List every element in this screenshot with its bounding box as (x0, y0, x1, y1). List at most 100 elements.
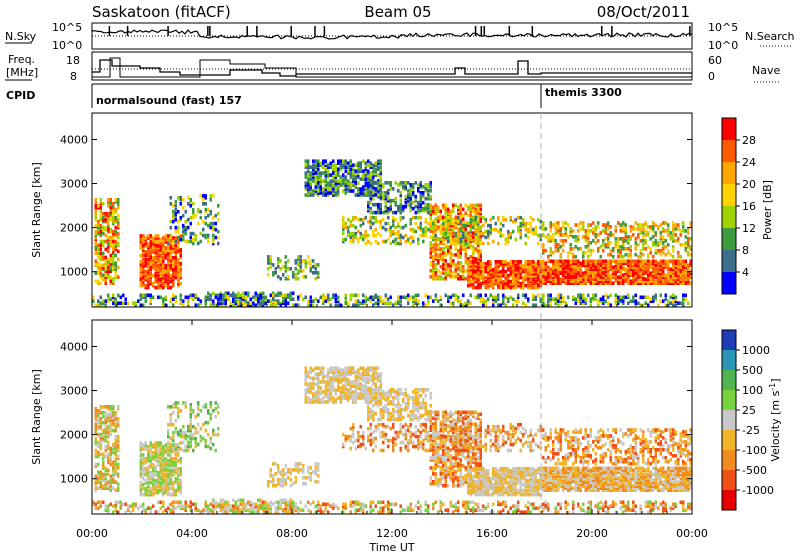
echo-cell (155, 479, 158, 483)
echo-cell (95, 246, 98, 250)
echo-cell (592, 249, 595, 253)
echo-cell (480, 204, 483, 208)
echo-cell (170, 469, 173, 473)
echo-cell (155, 264, 158, 268)
echo-cell (190, 441, 193, 445)
echo-cell (405, 181, 408, 185)
echo-cell (565, 281, 568, 285)
echo-cell (455, 297, 458, 301)
echo-cell (612, 233, 615, 237)
echo-cell (380, 181, 383, 185)
echo-cell (370, 207, 373, 211)
echo-cell (455, 215, 458, 219)
echo-cell (257, 299, 260, 303)
echo-cell (437, 299, 440, 303)
echo-cell (597, 266, 600, 270)
echo-cell (465, 247, 468, 251)
echo-cell (447, 245, 450, 249)
echo-cell (110, 268, 113, 272)
echo-cell (427, 189, 430, 193)
echo-cell (172, 423, 175, 427)
echo-cell (545, 262, 548, 266)
echo-cell (292, 303, 295, 307)
echo-cell (475, 236, 478, 240)
echo-cell (465, 204, 468, 208)
echo-cell (470, 204, 473, 208)
echo-cell (105, 486, 108, 490)
echo-cell (672, 237, 675, 241)
echo-cell (115, 417, 118, 421)
echo-cell (685, 229, 688, 233)
echo-cell (262, 299, 265, 303)
echo-cell (102, 273, 105, 277)
echo-cell (580, 271, 583, 275)
echo-cell (172, 268, 175, 272)
echo-cell (660, 294, 663, 298)
echo-cell (185, 401, 188, 405)
echo-cell (515, 264, 518, 268)
echo-cell (392, 187, 395, 191)
echo-cell (297, 303, 300, 307)
echo-cell (320, 185, 323, 189)
echo-cell (422, 191, 425, 195)
echo-cell (580, 247, 583, 251)
echo-cell (577, 223, 580, 227)
echo-cell (167, 487, 170, 491)
echo-cell (192, 409, 195, 413)
echo-cell (337, 303, 340, 307)
echo-cell (380, 165, 383, 169)
echo-cell (160, 461, 163, 465)
echo-cell (480, 270, 483, 274)
echo-cell (525, 222, 528, 226)
echo-cell (182, 299, 185, 303)
echo-cell (465, 259, 468, 263)
echo-cell (400, 203, 403, 207)
echo-cell (302, 297, 305, 301)
echo-cell (212, 216, 215, 220)
echo-cell (95, 224, 98, 228)
echo-cell (550, 229, 553, 233)
echo-cell (345, 175, 348, 179)
echo-cell (220, 499, 223, 503)
echo-cell (575, 235, 578, 239)
echo-cell (362, 173, 365, 177)
echo-cell (620, 237, 623, 241)
freq-tick-top: 18 (66, 54, 80, 67)
velocity-cells (92, 366, 692, 514)
echo-cell (267, 273, 270, 277)
echo-cell (110, 275, 113, 279)
echo-cell (520, 232, 523, 236)
echo-cell (650, 271, 653, 275)
echo-cell (110, 297, 113, 301)
echo-cell (665, 253, 668, 257)
echo-cell (440, 271, 443, 275)
echo-cell (105, 467, 108, 471)
echo-cell (355, 303, 358, 307)
echo-cell (102, 461, 105, 465)
echo-cell (480, 294, 483, 298)
echo-cell (197, 413, 200, 417)
echo-cell (177, 226, 180, 230)
echo-cell (125, 297, 128, 301)
echo-cell (197, 401, 200, 405)
echo-cell (437, 206, 440, 210)
echo-cell (190, 413, 193, 417)
echo-cell (150, 447, 153, 451)
echo-cell (360, 161, 363, 165)
echo-cell (112, 429, 115, 433)
echo-cell (170, 196, 173, 200)
echo-cell (295, 273, 298, 277)
echo-cell (190, 423, 193, 427)
echo-cell (460, 269, 463, 273)
echo-cell (122, 301, 125, 305)
echo-cell (112, 443, 115, 447)
echo-cell (162, 473, 165, 477)
echo-cell (102, 252, 105, 256)
echo-cell (452, 253, 455, 257)
echo-cell (105, 445, 108, 449)
echo-cell (210, 222, 213, 226)
echo-cell (152, 296, 155, 300)
echo-cell (155, 473, 158, 477)
echo-cell (112, 486, 115, 490)
echo-cell (592, 277, 595, 281)
